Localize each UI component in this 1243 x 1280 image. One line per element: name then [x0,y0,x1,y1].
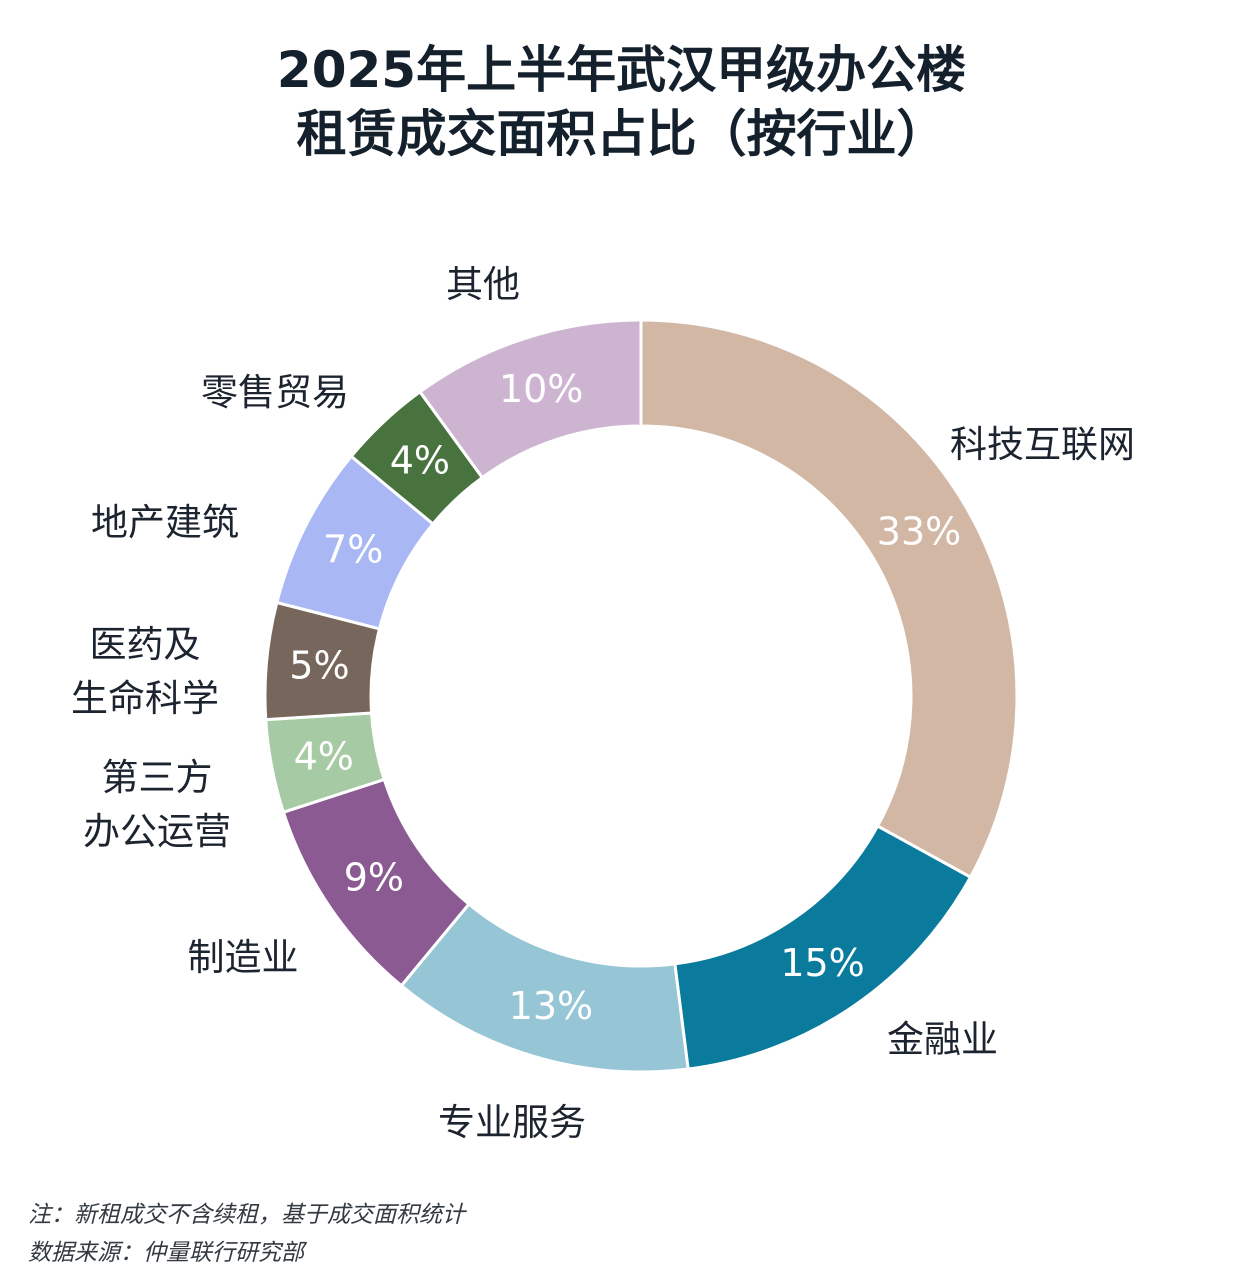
percent-label-2: 15% [780,941,864,985]
percent-labels: 33%15%13%9%4%5%7%4%10% [289,367,961,1028]
category-label-7: 地产建筑 [91,501,239,544]
percent-label-6: 5% [289,644,349,688]
percent-label-1: 33% [877,510,961,554]
category-label-8: 零售贸易 [201,371,349,414]
percent-label-7: 7% [323,527,383,571]
donut-slice-9 [417,318,643,480]
percent-label-5: 4% [294,735,354,779]
footnotes: 注：新租成交不含续租，基于成交面积统计 数据来源：仲量联行研究部 [28,1196,465,1272]
category-label-9: 其他 [446,263,520,306]
donut-slice-1 [639,318,1019,880]
category-label-1: 科技互联网 [950,423,1135,466]
category-label-4: 制造业 [188,936,299,979]
category-label-6-line-2: 生命科学 [71,677,219,720]
percent-label-4: 9% [344,856,404,900]
source-text: 数据来源：仲量联行研究部 [28,1240,304,1266]
category-label-2: 金融业 [887,1018,998,1061]
footnote-text: 注：新租成交不含续租，基于成交面积统计 [28,1202,465,1228]
chart-title-line-1: 2025年上半年武汉甲级办公楼 [276,41,967,99]
category-label-6-line-1: 医药及 [90,623,201,666]
percent-label-3: 13% [509,984,593,1028]
chart-title: 2025年上半年武汉甲级办公楼 租赁成交面积占比（按行业） [0,38,1243,166]
category-label-5-line-1: 第三方 [102,756,213,799]
chart-title-line-2: 租赁成交面积占比（按行业） [296,105,947,163]
category-label-3: 专业服务 [438,1101,586,1144]
percent-label-8: 4% [390,439,450,483]
percent-label-9: 10% [499,367,583,411]
donut-slices [263,318,1019,1074]
category-label-5-line-2: 办公运营 [83,810,231,853]
